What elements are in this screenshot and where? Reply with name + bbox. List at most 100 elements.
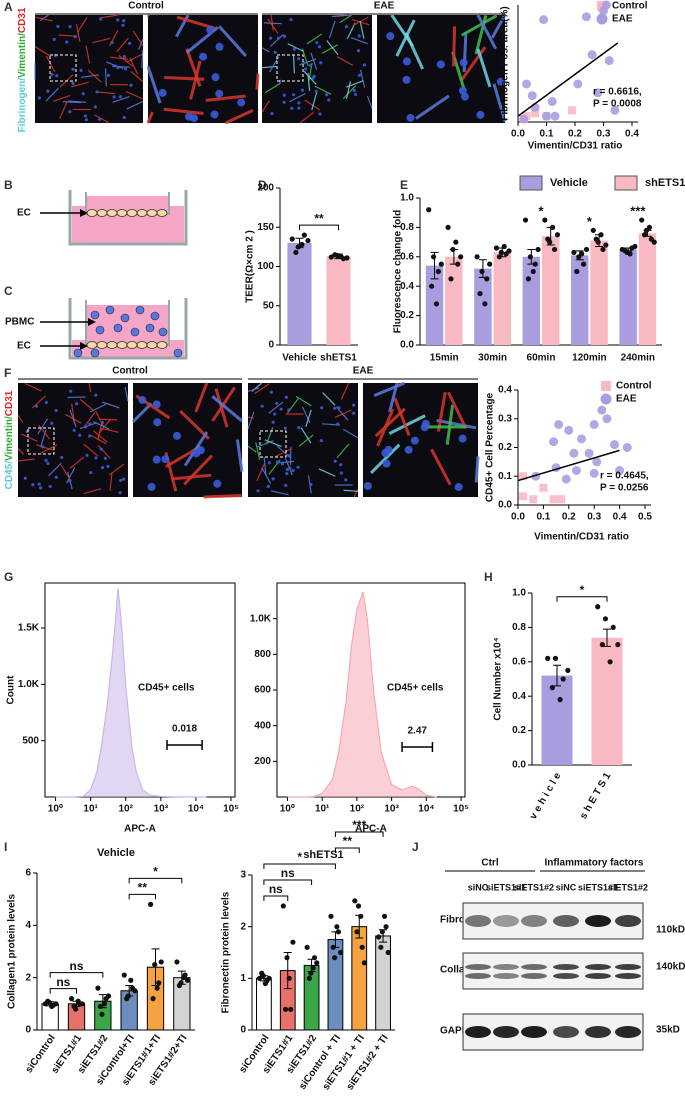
data-point <box>433 301 440 307</box>
blot-size: 110kD <box>656 925 685 936</box>
nucleus <box>269 390 273 394</box>
nucleus <box>184 112 193 121</box>
nucleus <box>46 461 50 466</box>
legend-marker <box>596 13 608 25</box>
error-bar <box>553 664 561 687</box>
nucleus <box>122 19 126 23</box>
nucleus <box>128 41 132 45</box>
x-tick-label: 0.2 <box>562 512 576 523</box>
vessel <box>314 85 332 95</box>
vessel <box>261 65 277 69</box>
data-point <box>522 217 529 223</box>
vessel <box>342 428 359 439</box>
data-point <box>487 261 493 267</box>
vessel <box>75 24 81 42</box>
nucleus <box>297 101 301 105</box>
nucleus <box>44 400 48 405</box>
y-tick-label: 1.0K <box>18 679 40 690</box>
gate <box>166 740 203 750</box>
gate <box>401 742 434 752</box>
vessel <box>102 401 120 409</box>
data-point <box>330 944 336 950</box>
nucleus <box>309 482 313 487</box>
vessel <box>17 448 25 455</box>
data-point <box>545 655 551 661</box>
nucleus <box>172 431 181 440</box>
data-point <box>479 268 485 275</box>
panel-letter: G <box>4 570 13 584</box>
nucleus <box>311 76 315 80</box>
pbmc <box>105 305 115 315</box>
data-point <box>535 246 541 253</box>
nucleus <box>122 477 126 481</box>
data-point <box>332 955 338 961</box>
vessel <box>275 448 293 457</box>
zoom-box <box>276 54 304 82</box>
nucleus <box>122 115 126 120</box>
data-point <box>429 283 435 289</box>
nucleus <box>123 67 128 71</box>
panel-letter: B <box>4 178 13 192</box>
nucleus <box>320 406 324 410</box>
nucleus <box>266 484 270 488</box>
nucleus <box>402 57 411 66</box>
panel-letter: I <box>4 840 7 854</box>
nucleus <box>362 63 367 67</box>
panel-letter: C <box>4 284 13 298</box>
pbmc <box>120 313 130 323</box>
vessel <box>287 43 305 53</box>
x-tick-label: 0.3 <box>597 129 611 140</box>
vessel <box>388 414 426 435</box>
point <box>573 79 583 89</box>
vessel <box>395 19 416 57</box>
vessel <box>254 383 270 395</box>
y-tick-label: 4 <box>25 920 31 931</box>
y-tick-label: 1.0K <box>250 613 272 624</box>
vessel <box>452 26 457 67</box>
y-tick-label: 0.4 <box>400 281 414 292</box>
bar <box>541 236 560 345</box>
vessel <box>353 489 358 498</box>
nucleus <box>351 403 356 407</box>
panel-letter: E <box>400 178 408 192</box>
nucleus <box>302 61 306 65</box>
data-point <box>158 959 164 965</box>
nucleus <box>113 64 117 68</box>
data-point <box>259 970 265 976</box>
nucleus <box>71 67 75 71</box>
micrograph <box>363 381 480 497</box>
nucleus <box>285 471 289 476</box>
nucleus <box>41 445 45 449</box>
vessel <box>24 382 42 392</box>
nucleus <box>284 395 288 399</box>
nucleus <box>129 83 133 87</box>
point <box>615 466 625 475</box>
diagram-label: PBMC <box>5 317 34 328</box>
data-point <box>105 993 112 999</box>
nucleus <box>454 483 463 492</box>
vessel <box>289 92 306 103</box>
data-point <box>266 975 272 981</box>
stain: Fibrinogen/ <box>17 78 28 133</box>
vessel <box>71 81 89 88</box>
blot-membrane <box>462 952 644 990</box>
data-point <box>290 939 296 945</box>
nucleus <box>23 476 27 480</box>
nucleus <box>271 477 275 481</box>
nucleus <box>119 478 123 483</box>
nucleus <box>69 389 73 393</box>
histogram-area <box>55 588 207 798</box>
nucleus <box>94 456 98 460</box>
nucleus <box>50 421 54 425</box>
nucleus <box>213 479 222 488</box>
nucleus <box>39 486 43 490</box>
y-tick-label: 0.6 <box>400 251 414 262</box>
data-point <box>184 977 191 983</box>
vessel <box>255 442 261 461</box>
data-point <box>95 985 101 991</box>
data-point <box>598 232 604 238</box>
significance-bracket <box>299 224 339 231</box>
vessel <box>189 60 202 100</box>
data-point <box>455 261 461 267</box>
pbmc <box>113 323 123 333</box>
